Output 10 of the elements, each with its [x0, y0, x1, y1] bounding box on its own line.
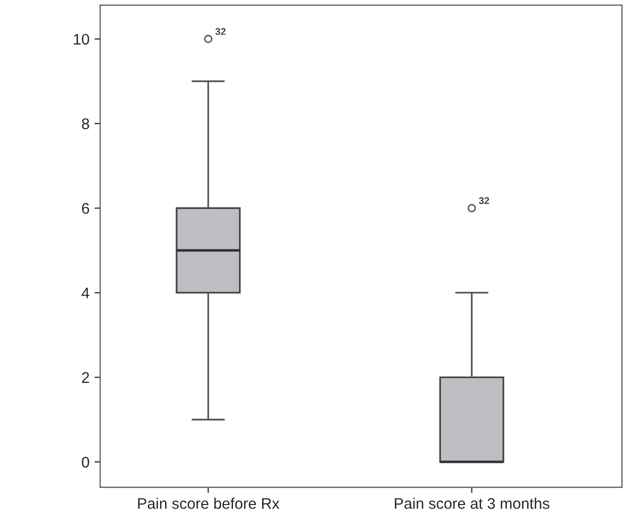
y-tick-label: 2	[82, 372, 89, 383]
x-tick-label: Pain score at 3 months	[394, 498, 550, 509]
y-tick-label: 6	[82, 203, 90, 214]
y-tick-label: 10	[74, 34, 90, 45]
annotation: 32	[215, 28, 226, 35]
y-tick-label: 8	[82, 118, 90, 130]
y-tick-label: 4	[82, 288, 90, 298]
y-tick-label: 0	[82, 456, 90, 468]
x-tick-label: Pain score before Rx	[138, 498, 280, 509]
annotation: 32	[478, 197, 490, 204]
